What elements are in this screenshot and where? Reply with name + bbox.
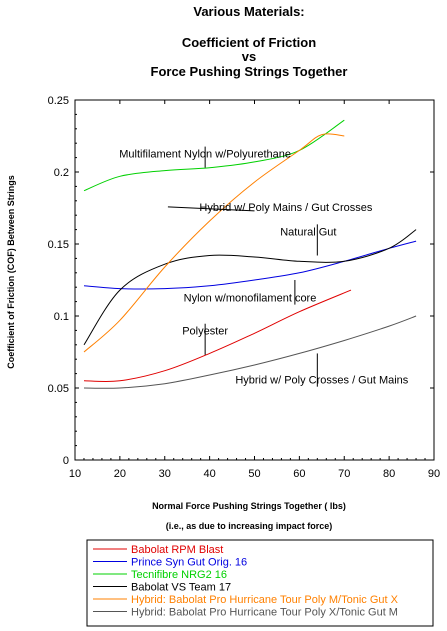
x-tick-label: 30 — [159, 468, 171, 480]
x-tick-label: 70 — [338, 468, 350, 480]
annotation-label: Hybrid w/ Poly Mains / Gut Crosses — [199, 202, 372, 214]
legend-label: Babolat VS Team 17 — [131, 582, 231, 594]
x-tick-label: 40 — [204, 468, 216, 480]
y-tick-label: 0.05 — [48, 383, 69, 395]
chart-title-line-1: Various Materials: — [193, 4, 304, 19]
y-tick-label: 0.15 — [48, 239, 69, 251]
x-tick-label: 50 — [248, 468, 260, 480]
series-line-2 — [83, 240, 417, 290]
legend-label: Hybrid: Babolat Pro Hurricane Tour Poly … — [131, 594, 399, 606]
x-tick-label: 60 — [293, 468, 305, 480]
legend-label: Prince Syn Gut Orig. 16 — [131, 557, 247, 569]
annotation-label: Hybrid w/ Poly Crosses / Gut Mains — [235, 375, 408, 387]
x-tick-label: 90 — [428, 468, 440, 480]
annotation-label: Nylon w/monofilament core — [184, 293, 317, 305]
annotation-label: Natural Gut — [280, 226, 336, 238]
y-tick-label: 0 — [63, 455, 69, 467]
series-line-5 — [83, 133, 345, 353]
y-tick-label: 0.25 — [48, 95, 69, 107]
series-line-1 — [83, 289, 352, 383]
y-tick-label: 0.2 — [54, 167, 69, 179]
legend-label: Tecnifibre NRG2 16 — [131, 569, 227, 581]
x-tick-label: 80 — [383, 468, 395, 480]
series-line-6 — [83, 315, 417, 389]
chart-title-line-4: Force Pushing Strings Together — [151, 64, 348, 79]
chart-title-line-3: vs — [242, 49, 256, 64]
x-axis-note: (i.e., as due to increasing impact force… — [166, 521, 333, 531]
ticks-layer: 10 20 30 40 50 60 70 80 90 0 0.05 0.1 0.15 0.2 0.25 — [48, 95, 441, 480]
y-tick-label: 0.1 — [54, 311, 69, 323]
x-tick-label: 20 — [114, 468, 126, 480]
series-line-4 — [83, 229, 417, 346]
annotation-layer: Multifilament Nylon w/PolyurethaneHybrid… — [119, 146, 409, 387]
chart-title-line-2: Coefficient of Friction — [182, 35, 316, 50]
y-axis-title: Coefficient of Friction (COF) Between St… — [6, 175, 16, 369]
x-axis-title: Normal Force Pushing Strings Together ( … — [152, 501, 346, 511]
legend-box — [86, 539, 434, 627]
legend-label: Babolat RPM Blast — [131, 544, 223, 556]
series-layer — [83, 119, 417, 389]
legend-label: Hybrid: Babolat Pro Hurricane Tour Poly … — [131, 607, 398, 619]
annotation-pointer — [167, 206, 255, 212]
x-tick-label: 10 — [69, 468, 81, 480]
